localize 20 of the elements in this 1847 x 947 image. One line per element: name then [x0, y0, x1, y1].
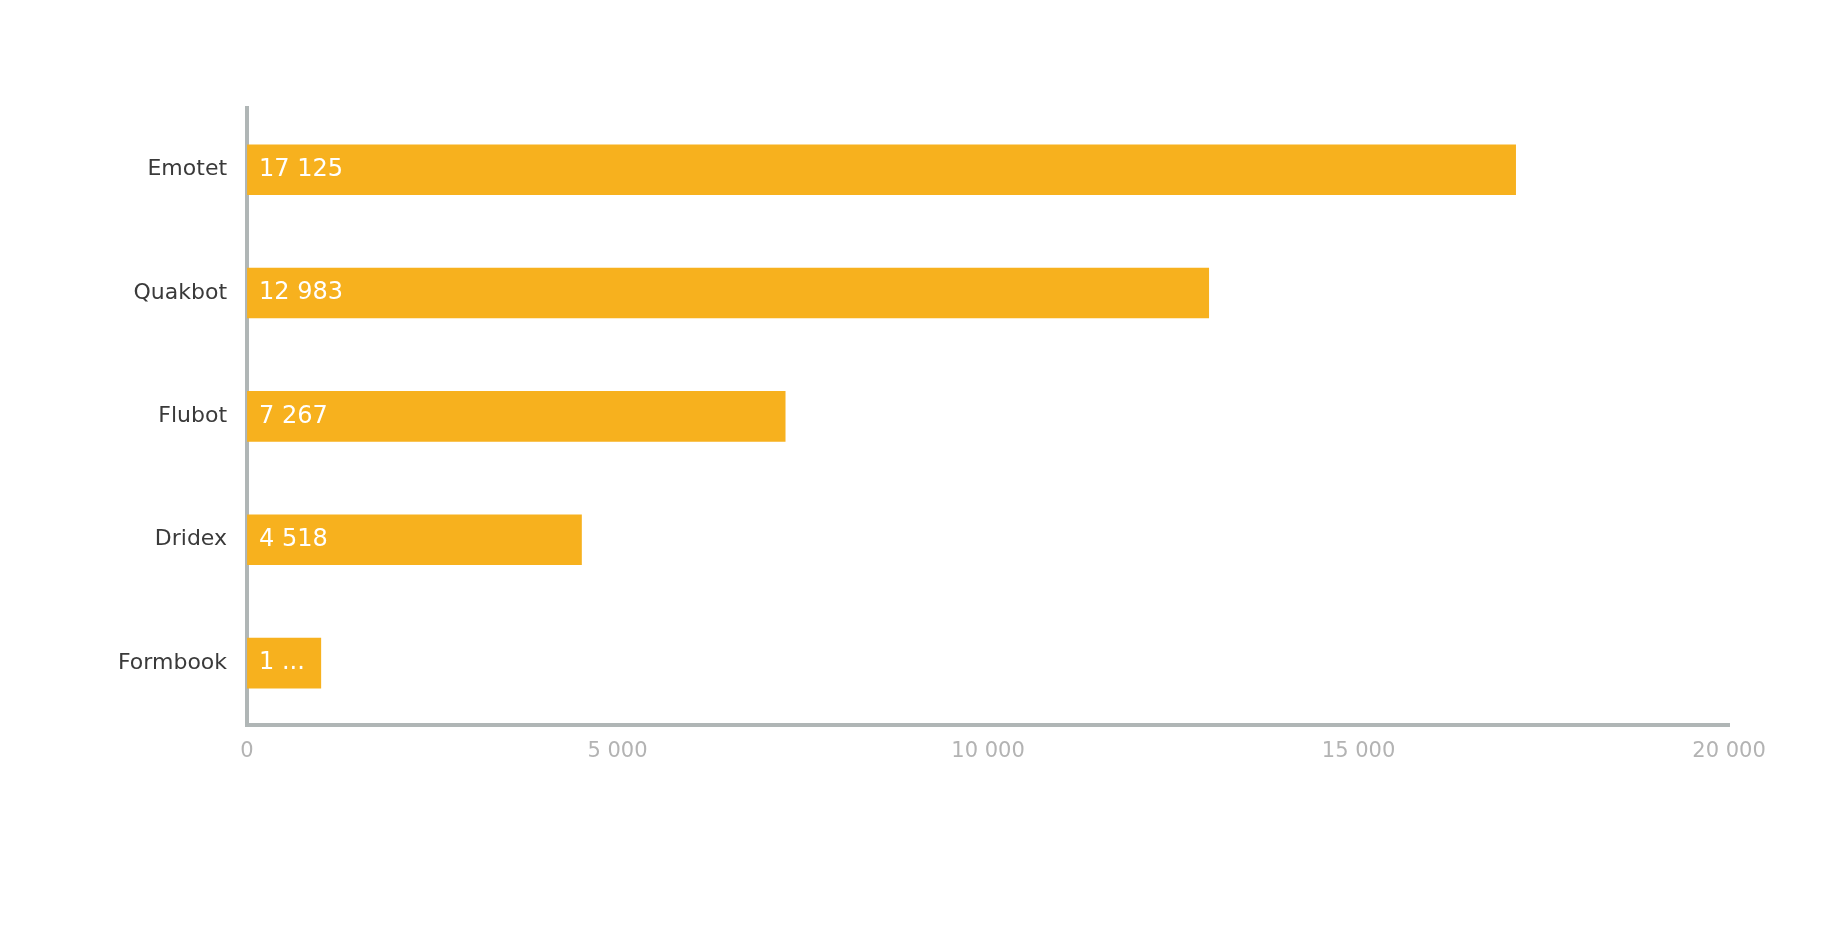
bar [247, 267, 1210, 319]
x-tick-label: 5 000 [587, 737, 648, 762]
y-tick-label: Formbook [118, 648, 228, 674]
y-tick-label: Dridex [154, 525, 228, 551]
y-tick-label: Flubot [158, 402, 228, 428]
data-label: 17 125 [259, 153, 344, 182]
x-tick-label: 20 000 [1692, 737, 1766, 762]
x-tick-label: 10 000 [951, 737, 1025, 762]
data-label: 7 267 [259, 400, 328, 429]
bar [247, 637, 322, 689]
data-label: 12 983 [259, 277, 344, 306]
data-label: 4 518 [259, 523, 328, 552]
bar [247, 391, 786, 442]
x-tick-label: 15 000 [1321, 737, 1396, 762]
bar [247, 514, 582, 566]
bar [247, 144, 1516, 195]
y-tick-label: Quakbot [133, 278, 228, 304]
x-tick-label: 0 [240, 737, 254, 762]
data-label: 1 ... [259, 647, 305, 676]
y-tick-label: Emotet [147, 155, 228, 181]
